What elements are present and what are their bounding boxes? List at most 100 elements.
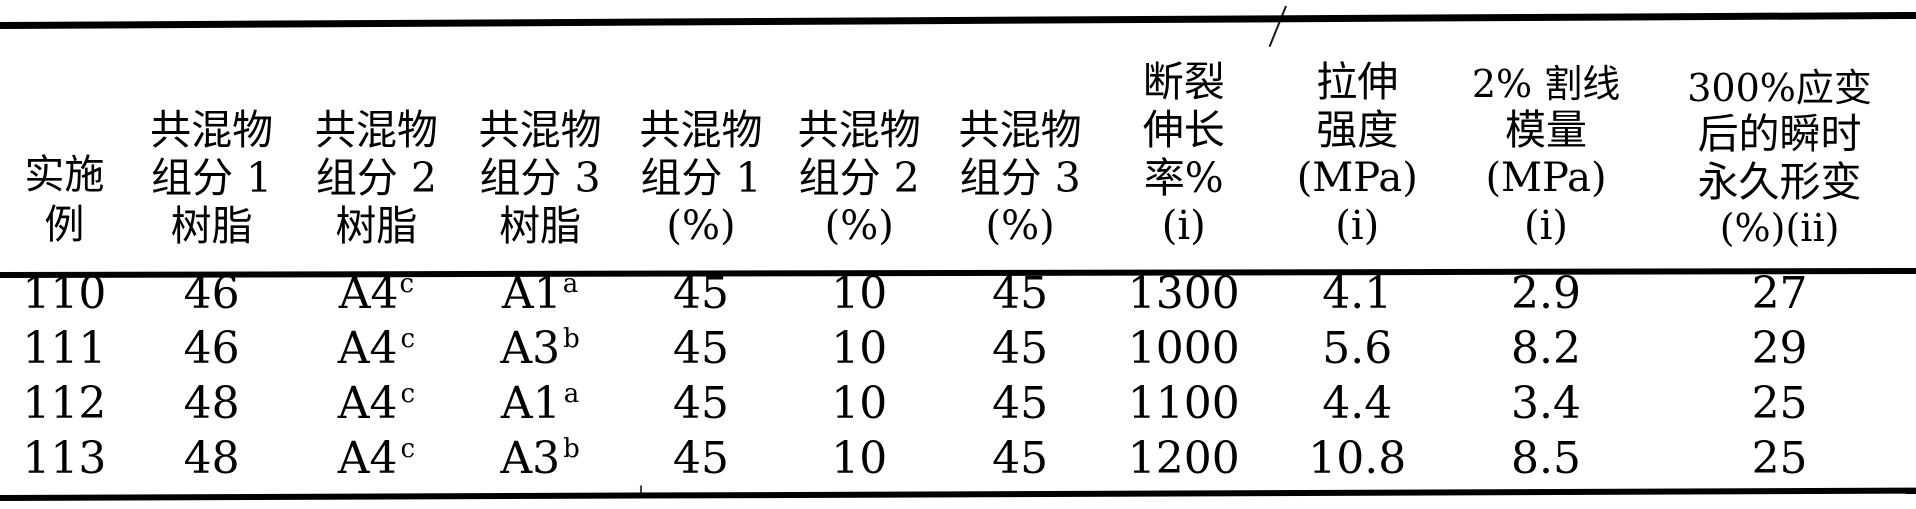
cell-value-superscript: c [401,324,416,354]
cell-blend-comp3-pct: 45 [938,431,1102,486]
cell-blend-comp1-pct: 45 [622,376,780,431]
cell-blend-comp3-resin: A3b [458,431,622,486]
header-line: (%)(ii) [1643,206,1916,250]
column-header-blend-comp1-pct-lines: 共混物组分 1(%) [622,106,780,250]
header-line: 伸长 [1102,106,1266,154]
header-line: 树脂 [295,202,459,250]
header-line: 组分 1 [622,154,780,202]
cell-value-superscript: c [401,379,416,409]
table-bottom-rule [0,488,1916,501]
column-header-blend-comp3-pct: 共混物组分 3(%) [938,0,1102,250]
cell-value-base: A1 [501,378,561,429]
cell-blend-comp1-pct: 45 [622,321,780,376]
table-header-row: 实施例 共混物组分 1树脂 共混物组分 2树脂 共混物组分 3树脂 共混物组分 … [0,0,1916,250]
column-header-blend-comp3-pct-lines: 共混物组分 3(%) [938,106,1102,250]
column-header-blend-comp1-resin: 共混物组分 1树脂 [129,0,295,250]
header-line: (%) [622,202,780,250]
column-header-permanent-set-lines: 300%应变后的瞬时永久形变(%)(ii) [1643,66,1916,250]
cell-tensile-strength: 10.8 [1266,431,1449,486]
cell-blend-comp1-resin: 46 [129,321,295,376]
cell-secant-modulus-2pct: 2.9 [1449,260,1643,321]
cell-secant-modulus-2pct: 3.4 [1449,376,1643,431]
header-line: (i) [1449,202,1643,250]
table-body: 11046A4cA1a45104513004.12.92711146A4cA3b… [0,260,1916,486]
cell-blend-comp3-resin: A1a [458,260,622,321]
cell-blend-comp1-resin: 46 [129,260,295,321]
header-line: (%) [938,202,1102,250]
header-line: 共混物 [780,106,938,154]
header-line: (%) [780,202,938,250]
cell-blend-comp3-pct: 45 [938,376,1102,431]
cell-blend-comp3-resin: A3b [458,321,622,376]
cell-tensile-strength: 5.6 [1266,321,1449,376]
cell-value-superscript: c [401,434,416,464]
column-header-blend-comp2-pct-lines: 共混物组分 2(%) [780,106,938,250]
header-line: (MPa) [1266,154,1449,202]
cell-blend-comp2-pct: 10 [780,260,938,321]
cell-blend-comp2-resin: A4c [295,376,459,431]
header-rule-spacer [0,250,1916,260]
cell-blend-comp2-resin: A4c [295,431,459,486]
cell-value-superscript: b [563,324,580,354]
cell-blend-comp2-resin: A4c [295,260,459,321]
column-header-example-lines: 实施例 [0,150,129,250]
cell-value-superscript: c [400,269,415,299]
scanned-table-page: 实施例 共混物组分 1树脂 共混物组分 2树脂 共混物组分 3树脂 共混物组分 … [0,0,1916,509]
header-line: (i) [1266,202,1449,250]
column-header-example: 实施例 [0,0,129,250]
cell-value-base: A4 [339,268,399,319]
cell-value-base: A3 [500,323,560,374]
header-line: 组分 2 [780,154,938,202]
patent-data-table: 实施例 共混物组分 1树脂 共混物组分 2树脂 共混物组分 3树脂 共混物组分 … [0,0,1916,486]
cell-elongation-at-break: 1200 [1102,431,1266,486]
cell-elongation-at-break: 1100 [1102,376,1266,431]
column-header-blend-comp3-resin: 共混物组分 3树脂 [458,0,622,250]
column-header-tensile-strength-lines: 拉伸强度(MPa)(i) [1266,58,1449,250]
header-line: 组分 2 [295,154,459,202]
column-header-blend-comp1-pct: 共混物组分 1(%) [622,0,780,250]
cell-example: 112 [0,376,129,431]
cell-secant-modulus-2pct: 8.2 [1449,321,1643,376]
header-line: 模量 [1449,106,1643,154]
cell-blend-comp1-pct: 45 [622,431,780,486]
column-header-blend-comp3-resin-lines: 共混物组分 3树脂 [458,106,622,250]
cell-elongation-at-break: 1300 [1102,260,1266,321]
cell-blend-comp3-pct: 45 [938,260,1102,321]
header-line: (i) [1102,202,1266,250]
cell-blend-comp1-resin: 48 [129,376,295,431]
header-line: 共混物 [938,106,1102,154]
cell-secant-modulus-2pct: 8.5 [1449,431,1643,486]
header-line: 强度 [1266,106,1449,154]
header-line: 组分 3 [458,154,622,202]
cell-example: 110 [0,260,129,321]
column-header-blend-comp2-resin-lines: 共混物组分 2树脂 [295,106,459,250]
cell-value-base: A4 [338,323,398,374]
table-row: 11146A4cA3b45104510005.68.229 [0,321,1916,376]
column-header-secant-modulus: 2% 割线模量(MPa)(i) [1449,0,1643,250]
column-header-tensile-strength: 拉伸强度(MPa)(i) [1266,0,1449,250]
cell-blend-comp2-pct: 10 [780,376,938,431]
header-line: 组分 1 [129,154,295,202]
table-row: 11348A4cA3b451045120010.88.525 [0,431,1916,486]
cell-blend-comp3-resin: A1a [458,376,622,431]
table-row: 11248A4cA1a45104511004.43.425 [0,376,1916,431]
header-line: 拉伸 [1266,58,1449,106]
cell-value-base: A3 [500,433,560,484]
column-header-blend-comp2-resin: 共混物组分 2树脂 [295,0,459,250]
header-line: 共混物 [622,106,780,154]
header-line: 后的瞬时 [1643,110,1916,158]
header-line: (MPa) [1449,154,1643,202]
header-line: 实施 [0,150,129,200]
cell-tensile-strength: 4.1 [1266,260,1449,321]
column-header-elongation-at-break-lines: 断裂伸长率%(i) [1102,58,1266,250]
header-line: 断裂 [1102,58,1266,106]
cell-tensile-strength: 4.4 [1266,376,1449,431]
cell-value-base: A1 [502,268,562,319]
header-line: 例 [0,200,129,250]
cell-blend-comp2-pct: 10 [780,431,938,486]
cell-value-superscript: b [563,434,580,464]
header-line: 组分 3 [938,154,1102,202]
cell-blend-comp1-pct: 45 [622,260,780,321]
cell-example: 111 [0,321,129,376]
column-header-secant-modulus-lines: 2% 割线模量(MPa)(i) [1449,62,1643,250]
